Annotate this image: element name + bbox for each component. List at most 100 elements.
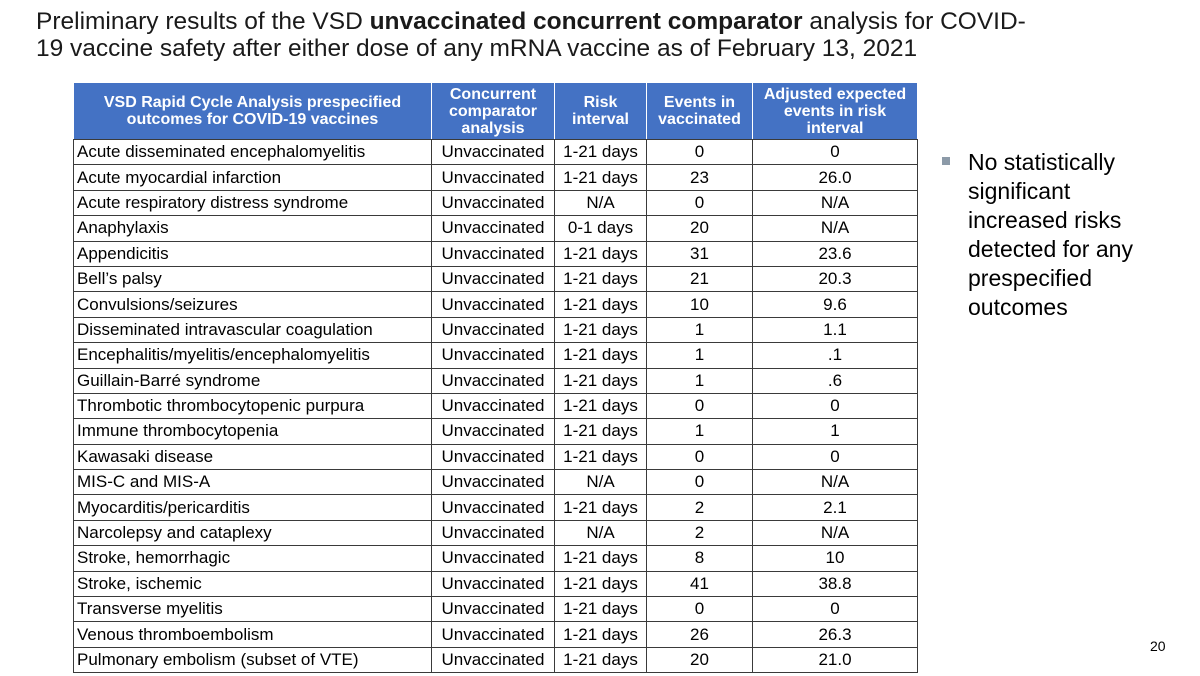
outcome-cell: Bell’s palsy <box>73 265 432 293</box>
column-header: VSD Rapid Cycle Analysis prespecified ou… <box>73 82 432 140</box>
table-row: Disseminated intravascular coagulation Un… <box>73 316 918 344</box>
events-cell: 31 <box>646 240 753 267</box>
comparator-cell: Unvaccinated <box>431 469 555 496</box>
expected-events-cell: 0 <box>752 596 918 623</box>
table-row: Acute myocardial infarction Unvaccinated 1… <box>73 164 918 191</box>
events-cell: 1 <box>646 367 753 394</box>
events-cell: 26 <box>646 621 753 648</box>
table-row: Thrombotic thrombocytopenic purpura Unvac… <box>73 392 918 420</box>
table-row: Pulmonary embolism (subset of VTE) Unvacc… <box>73 646 918 674</box>
table-row: MIS-C and MIS-A Unvaccinated N/A 0 N/A <box>73 469 918 496</box>
comparator-cell: Unvaccinated <box>431 215 555 242</box>
expected-events-cell: 0 <box>752 392 918 420</box>
square-bullet-icon <box>942 157 950 165</box>
table-row: Stroke, hemorrhagic Unvaccinated 1-21 days… <box>73 545 918 572</box>
risk-interval-cell: 0-1 days <box>554 215 647 242</box>
risk-interval-cell: 1-21 days <box>554 621 647 648</box>
outcome-cell: Encephalitis/myelitis/encephalomyelitis <box>73 342 432 369</box>
risk-interval-cell: 1-21 days <box>554 316 647 344</box>
events-cell: 2 <box>646 519 753 547</box>
title-bold-phrase: unvaccinated concurrent comparator <box>369 8 803 35</box>
table-row: Myocarditis/pericarditis Unvaccinated 1-21… <box>73 494 918 521</box>
column-header: Adjusted expected events in risk interva… <box>752 82 918 140</box>
comparator-cell: Unvaccinated <box>431 596 555 623</box>
table-row: Kawasaki disease Unvaccinated 1-21 days 0 0 <box>73 443 918 471</box>
table-row: Transverse myelitis Unvaccinated 1-21 days… <box>73 596 918 623</box>
risk-interval-cell: 1-21 days <box>554 265 647 293</box>
table-row: Encephalitis/myelitis/encephalomyelitis U… <box>73 342 918 369</box>
table-row: Narcolepsy and cataplexy Unvaccinated N/A 2… <box>73 519 918 547</box>
outcome-cell: Narcolepsy and cataplexy <box>73 519 432 547</box>
comparator-cell: Unvaccinated <box>431 545 555 572</box>
expected-events-cell: 20.3 <box>752 265 918 293</box>
risk-interval-cell: 1-21 days <box>554 291 647 318</box>
outcome-cell: Myocarditis/pericarditis <box>73 494 432 521</box>
outcome-cell: Acute myocardial infarction <box>73 164 432 191</box>
results-table: VSD Rapid Cycle Analysis prespecified ou… <box>73 82 918 674</box>
events-cell: 23 <box>646 164 753 191</box>
expected-events-cell: N/A <box>752 215 918 242</box>
column-header: Events in vaccinated <box>646 82 753 140</box>
table-row: Bell’s palsy Unvaccinated 1-21 days 21 20.3 <box>73 265 918 293</box>
comparator-cell: Unvaccinated <box>431 392 555 420</box>
title-part-2: analysis for COVID-19 vaccine safety aft… <box>36 8 1026 62</box>
expected-events-cell: 0 <box>752 138 918 166</box>
outcome-cell: Kawasaki disease <box>73 443 432 471</box>
expected-events-cell: 0 <box>752 443 918 471</box>
table-row: Immune thrombocytopenia Unvaccinated 1-21 … <box>73 418 918 445</box>
expected-events-cell: 21.0 <box>752 646 918 674</box>
events-cell: 1 <box>646 418 753 445</box>
events-cell: 0 <box>646 443 753 471</box>
events-cell: 20 <box>646 646 753 674</box>
comparator-cell: Unvaccinated <box>431 646 555 674</box>
comparator-cell: Unvaccinated <box>431 621 555 648</box>
comparator-cell: Unvaccinated <box>431 138 555 166</box>
outcome-cell: Disseminated intravascular coagulation <box>73 316 432 344</box>
events-cell: 41 <box>646 570 753 598</box>
bullet-point: No statistically significant increased r… <box>942 148 1172 322</box>
comparator-cell: Unvaccinated <box>431 189 555 217</box>
events-cell: 10 <box>646 291 753 318</box>
outcome-cell: Venous thromboembolism <box>73 621 432 648</box>
table-row: Stroke, ischemic Unvaccinated 1-21 days 41 3… <box>73 570 918 598</box>
events-cell: 8 <box>646 545 753 572</box>
comparator-cell: Unvaccinated <box>431 342 555 369</box>
events-cell: 0 <box>646 189 753 217</box>
comparator-cell: Unvaccinated <box>431 570 555 598</box>
risk-interval-cell: 1-21 days <box>554 646 647 674</box>
expected-events-cell: N/A <box>752 469 918 496</box>
bullet-text: No statistically significant increased r… <box>968 149 1133 320</box>
events-cell: 21 <box>646 265 753 293</box>
outcome-cell: Acute respiratory distress syndrome <box>73 189 432 217</box>
outcome-cell: Thrombotic thrombocytopenic purpura <box>73 392 432 420</box>
risk-interval-cell: 1-21 days <box>554 443 647 471</box>
table-row: Acute disseminated encephalomyelitis Unva… <box>73 138 918 166</box>
expected-events-cell: .1 <box>752 342 918 369</box>
comparator-cell: Unvaccinated <box>431 494 555 521</box>
outcome-cell: Guillain-Barré syndrome <box>73 367 432 394</box>
events-cell: 1 <box>646 342 753 369</box>
risk-interval-cell: 1-21 days <box>554 240 647 267</box>
comparator-cell: Unvaccinated <box>431 265 555 293</box>
slide-title: Preliminary results of the VSD unvaccina… <box>36 8 1036 62</box>
expected-events-cell: 1.1 <box>752 316 918 344</box>
risk-interval-cell: 1-21 days <box>554 545 647 572</box>
table-header-row: VSD Rapid Cycle Analysis prespecified ou… <box>73 82 918 140</box>
risk-interval-cell: 1-21 days <box>554 138 647 166</box>
outcome-cell: Stroke, ischemic <box>73 570 432 598</box>
risk-interval-cell: N/A <box>554 469 647 496</box>
comparator-cell: Unvaccinated <box>431 367 555 394</box>
risk-interval-cell: 1-21 days <box>554 570 647 598</box>
expected-events-cell: N/A <box>752 189 918 217</box>
events-cell: 0 <box>646 138 753 166</box>
table-row: Appendicitis Unvaccinated 1-21 days 31 23.6 <box>73 240 918 267</box>
table-row: Venous thromboembolism Unvaccinated 1-21 d… <box>73 621 918 648</box>
expected-events-cell: 10 <box>752 545 918 572</box>
events-cell: 1 <box>646 316 753 344</box>
comparator-cell: Unvaccinated <box>431 519 555 547</box>
table-row: Guillain-Barré syndrome Unvaccinated 1-21 … <box>73 367 918 394</box>
risk-interval-cell: 1-21 days <box>554 494 647 521</box>
outcome-cell: Stroke, hemorrhagic <box>73 545 432 572</box>
title-part-1: Preliminary results of the VSD <box>36 8 370 35</box>
risk-interval-cell: N/A <box>554 189 647 217</box>
